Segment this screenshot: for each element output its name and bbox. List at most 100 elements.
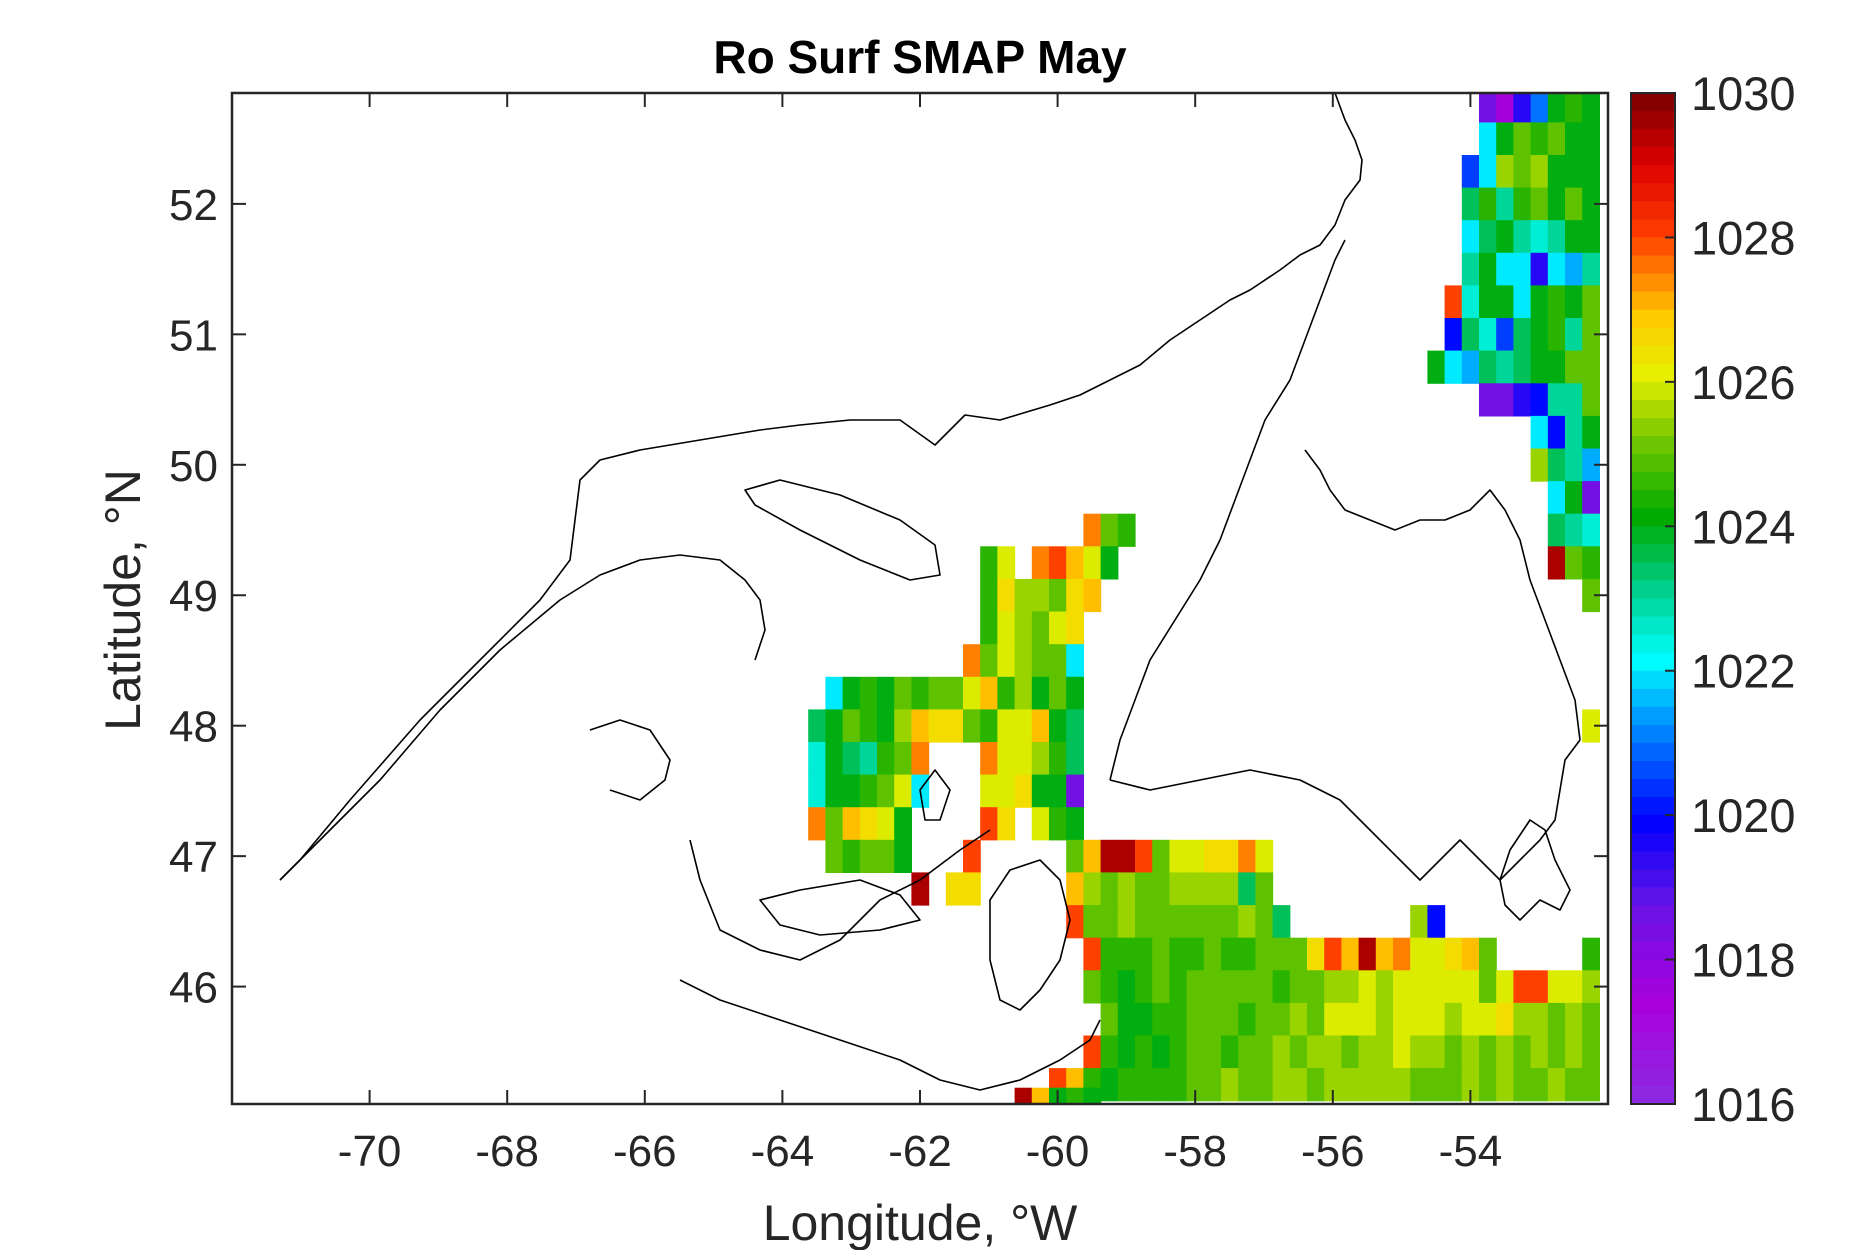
- heatmap-cell: [859, 774, 878, 808]
- heatmap-cell: [859, 807, 878, 841]
- heatmap-cell: [1582, 383, 1600, 417]
- heatmap-cell: [1444, 285, 1463, 319]
- heatmap-cell: [1479, 970, 1497, 1004]
- heatmap-cell: [1358, 1002, 1377, 1037]
- heatmap-cell: [1169, 1002, 1188, 1037]
- heatmap-cell: [1066, 872, 1084, 906]
- heatmap-cell: [1169, 872, 1188, 906]
- colorbar-swatch: [1631, 995, 1675, 1015]
- x-tick-label: -62: [888, 1127, 952, 1176]
- colorbar-swatch: [1631, 797, 1675, 816]
- heatmap-cell: [1169, 1068, 1188, 1102]
- colorbar-swatch: [1631, 706, 1675, 726]
- colorbar-swatch: [1631, 255, 1675, 275]
- coastline-gulf-north-shore: [279, 93, 1363, 881]
- colorbar-swatch: [1631, 779, 1675, 798]
- heatmap-cell: [1255, 872, 1274, 906]
- heatmap-cell: [1083, 937, 1102, 971]
- heatmap-cell: [1479, 285, 1497, 319]
- heatmap-cell: [1186, 905, 1205, 939]
- heatmap-cell: [1186, 970, 1205, 1004]
- colorbar-swatch: [1631, 652, 1675, 672]
- heatmap-cell: [1547, 252, 1566, 286]
- heatmap-cell: [1461, 970, 1480, 1004]
- heatmap-cell: [825, 676, 844, 710]
- heatmap-cell: [877, 839, 895, 873]
- heatmap-cell: [1496, 1002, 1514, 1037]
- colorbar-swatch: [1631, 1067, 1675, 1087]
- y-tick-label: 47: [169, 833, 218, 882]
- colorbar-swatch: [1631, 490, 1675, 510]
- heatmap-cell: [1565, 481, 1583, 515]
- heatmap-cell: [980, 709, 998, 743]
- heatmap-cell: [1565, 187, 1583, 221]
- heatmap-cell: [1049, 709, 1067, 743]
- heatmap-cell: [1461, 350, 1480, 384]
- x-axis: -70 -68 -66 -64 -62 -60 -58 -56 -54: [338, 93, 1502, 1176]
- heatmap-cell: [894, 774, 912, 808]
- heatmap-cell: [1135, 905, 1153, 939]
- heatmap-cell: [980, 578, 998, 613]
- colorbar-swatch: [1631, 472, 1675, 491]
- heatmap-cell: [1565, 285, 1583, 319]
- heatmap-cell: [1152, 872, 1170, 906]
- heatmap-cell: [997, 709, 1016, 743]
- heatmap-cell: [1496, 1068, 1514, 1102]
- coastline-avalon: [1499, 819, 1571, 921]
- heatmap-cell: [1582, 252, 1600, 286]
- heatmap-cell: [1100, 970, 1119, 1004]
- heatmap-cell: [1358, 1068, 1377, 1102]
- heatmap-cell: [1393, 970, 1411, 1004]
- colorbar-swatch: [1631, 977, 1675, 997]
- heatmap-cell: [1496, 970, 1514, 1004]
- colorbar-swatch: [1631, 129, 1675, 148]
- heatmap-cell: [1547, 350, 1566, 384]
- heatmap-cell: [1565, 448, 1583, 482]
- colorbar-swatch: [1631, 165, 1675, 185]
- heatmap-cell: [1255, 839, 1274, 873]
- heatmap-cell: [1152, 1068, 1170, 1102]
- heatmap-cell: [1461, 155, 1480, 189]
- heatmap-cell: [1049, 742, 1067, 776]
- heatmap-cell: [1444, 1035, 1463, 1069]
- heatmap-cell: [997, 774, 1016, 808]
- heatmap-cell: [1100, 937, 1119, 971]
- colorbar-swatch: [1631, 959, 1675, 979]
- heatmap-cell: [1066, 611, 1084, 645]
- heatmap-cell: [963, 872, 981, 906]
- heatmap-cell: [1547, 1002, 1566, 1037]
- heatmap-cell: [1186, 1002, 1205, 1037]
- heatmap-cell: [1255, 1035, 1274, 1069]
- heatmap-cell: [928, 676, 947, 710]
- heatmap-cell: [1375, 1068, 1394, 1102]
- heatmap-cell: [1169, 905, 1188, 939]
- heatmap-cell: [842, 839, 861, 873]
- heatmap-cell: [1513, 383, 1532, 417]
- heatmap-cell: [1565, 1002, 1583, 1037]
- heatmap-cell: [1117, 513, 1136, 547]
- colorbar-swatch: [1631, 147, 1675, 167]
- heatmap-cell: [1427, 1068, 1446, 1102]
- heatmap-cell: [1135, 839, 1153, 873]
- heatmap-cell: [1496, 285, 1514, 319]
- heatmap-cell: [1547, 1035, 1566, 1069]
- heatmap-cell: [1530, 970, 1549, 1004]
- heatmap-cell: [877, 742, 895, 776]
- heatmap-cell: [1049, 611, 1067, 645]
- colorbar-tick-label: 1030: [1691, 67, 1796, 120]
- heatmap-cell: [1117, 872, 1136, 906]
- heatmap-cell: [1083, 839, 1102, 873]
- heatmap-cell: [842, 709, 861, 743]
- heatmap-cell: [894, 742, 912, 776]
- heatmap-cell: [1186, 1068, 1205, 1102]
- heatmap-cell: [1530, 1002, 1549, 1037]
- heatmap-cell: [1565, 252, 1583, 286]
- heatmap-cell: [1513, 1035, 1532, 1069]
- heatmap-cell: [1066, 578, 1084, 613]
- colorbar-swatch: [1631, 688, 1675, 708]
- heatmap-cell: [1221, 970, 1239, 1004]
- heatmap-cell: [1203, 839, 1222, 873]
- heatmap-cell: [1547, 448, 1566, 482]
- heatmap-cell: [1221, 872, 1239, 906]
- heatmap-cell: [1083, 872, 1102, 906]
